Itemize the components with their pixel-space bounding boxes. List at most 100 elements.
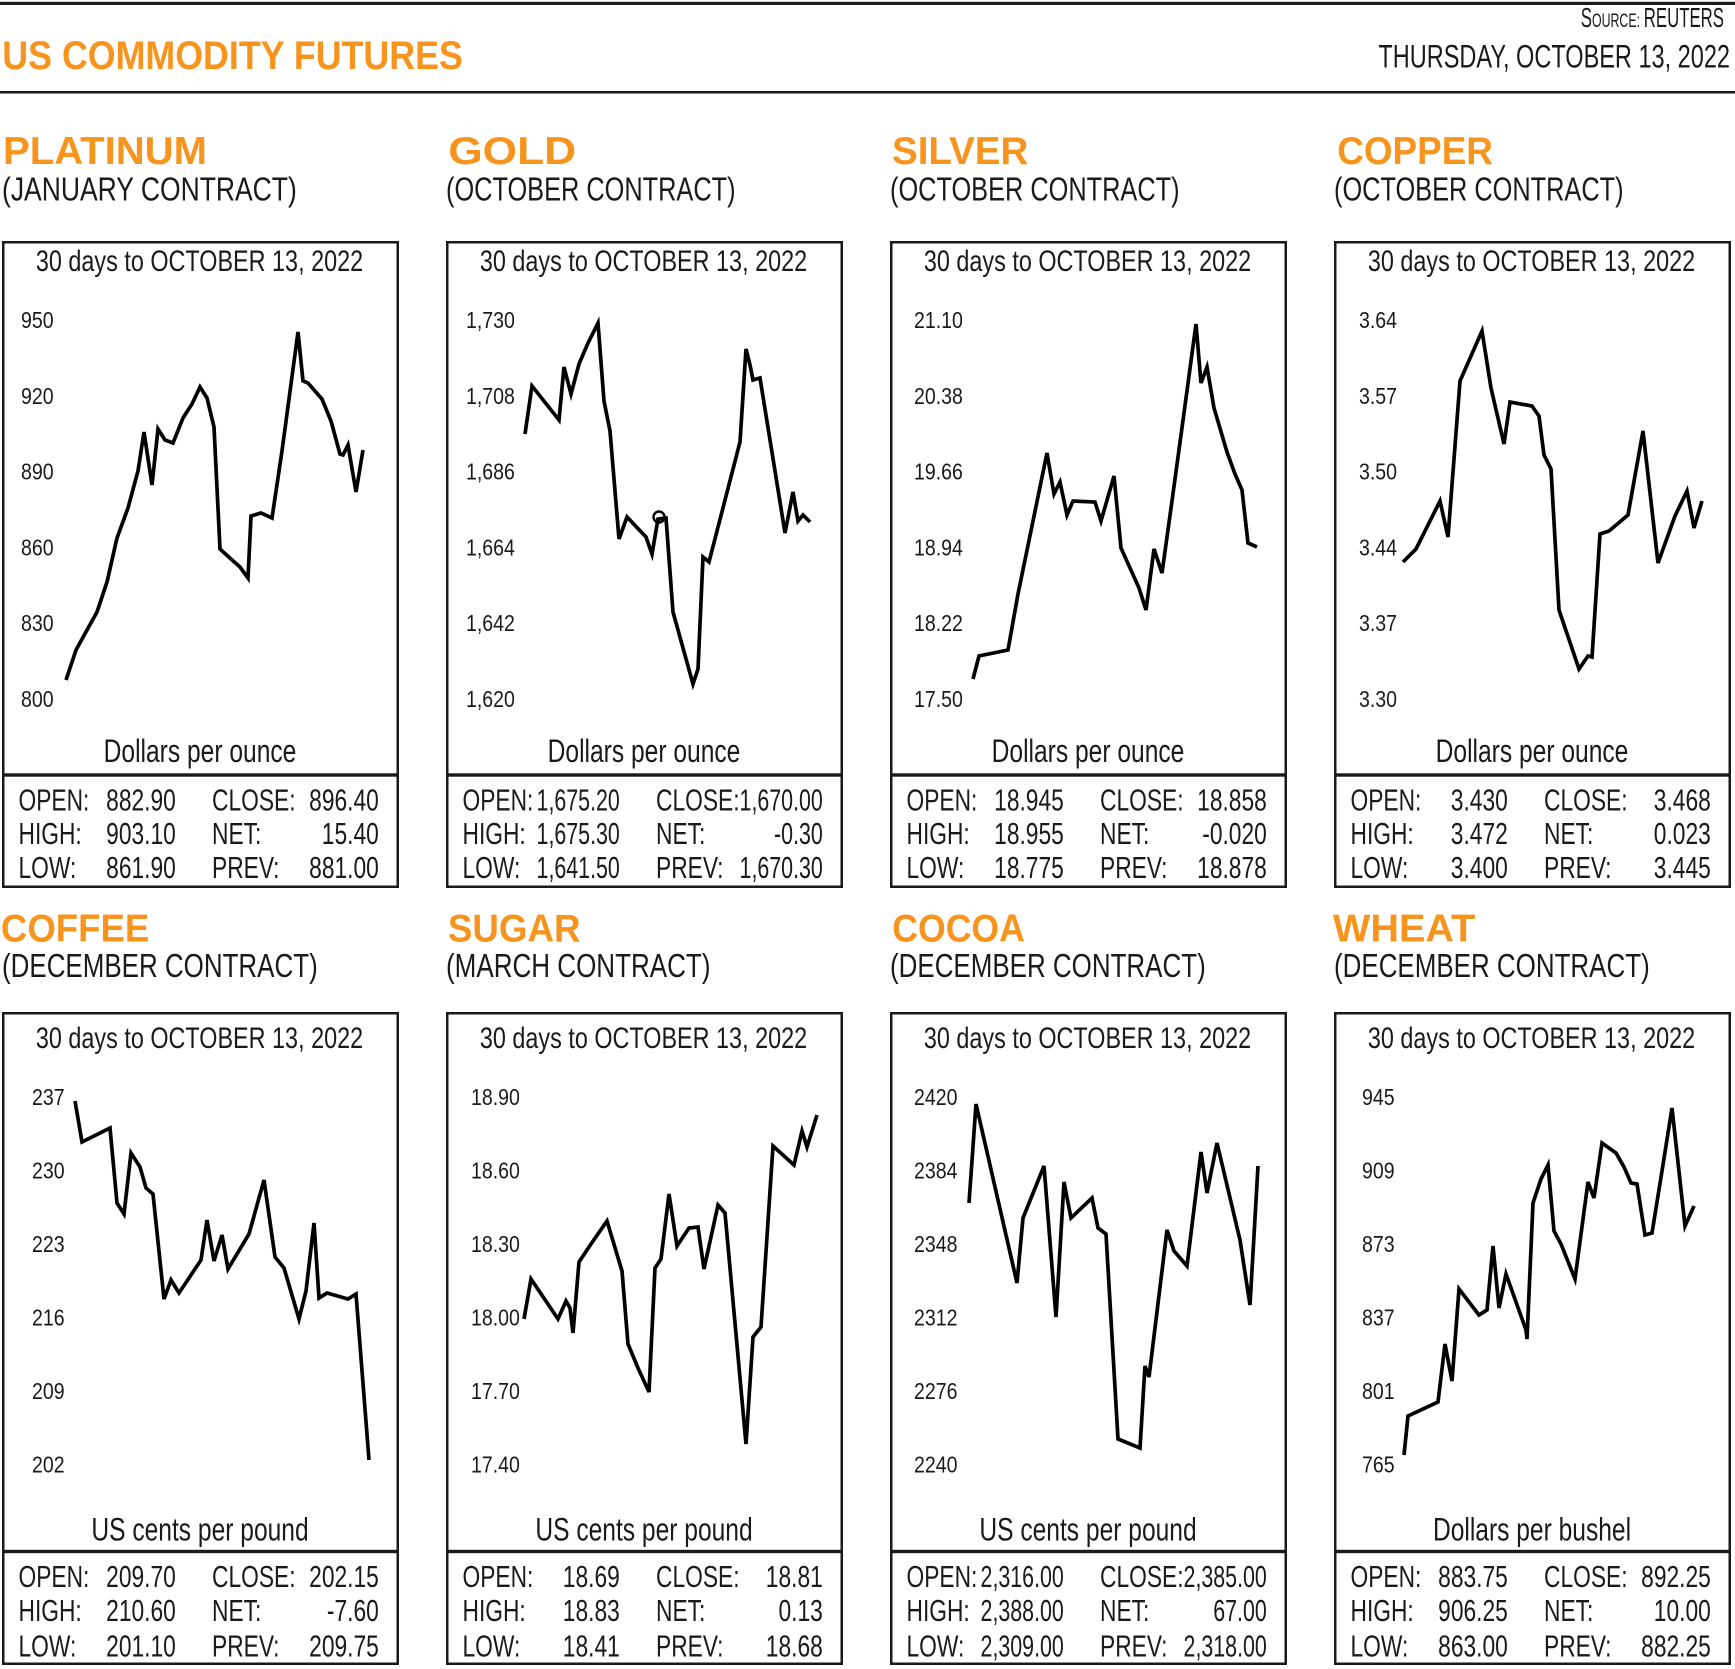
svg-text:17.50: 17.50 [914, 685, 963, 712]
svg-text:0.13: 0.13 [778, 1593, 822, 1628]
svg-text:3.472: 3.472 [1451, 816, 1508, 851]
svg-text:209: 209 [32, 1377, 65, 1404]
svg-text:863.00: 863.00 [1438, 1628, 1508, 1663]
svg-text:67.00: 67.00 [1213, 1593, 1267, 1628]
svg-text:2,385.00: 2,385.00 [1184, 1559, 1267, 1594]
svg-text:US COMMODITY FUTURES: US COMMODITY FUTURES [2, 34, 463, 78]
svg-text:PREV:: PREV: [656, 1628, 724, 1663]
svg-text:CLOSE:: CLOSE: [1544, 1559, 1628, 1594]
svg-text:LOW:: LOW: [1351, 850, 1409, 885]
svg-text:2,309.00: 2,309.00 [981, 1628, 1064, 1663]
svg-text:950: 950 [21, 306, 54, 333]
svg-text:OPEN:: OPEN: [907, 782, 978, 817]
svg-text:(DECEMBER CONTRACT): (DECEMBER CONTRACT) [890, 948, 1206, 985]
svg-text:10.00: 10.00 [1654, 1593, 1711, 1628]
svg-text:201.10: 201.10 [106, 1628, 176, 1663]
svg-text:30 days to OCTOBER 13, 2022: 30 days to OCTOBER 13, 2022 [924, 244, 1251, 277]
svg-text:US cents per pound: US cents per pound [979, 1512, 1196, 1548]
svg-text:LOW:: LOW: [463, 1628, 521, 1663]
svg-text:CLOSE:: CLOSE: [1100, 1559, 1184, 1594]
svg-text:NET:: NET: [1544, 816, 1593, 851]
svg-text:209.75: 209.75 [309, 1628, 379, 1663]
svg-text:18.69: 18.69 [563, 1559, 620, 1594]
svg-text:15.40: 15.40 [322, 816, 379, 851]
svg-text:0.023: 0.023 [1654, 816, 1711, 851]
svg-text:3.57: 3.57 [1359, 382, 1397, 409]
svg-text:3.50: 3.50 [1359, 458, 1397, 485]
svg-text:800: 800 [21, 685, 54, 712]
svg-text:WHEAT: WHEAT [1333, 908, 1476, 950]
svg-text:Dollars per bushel: Dollars per bushel [1433, 1512, 1631, 1548]
svg-text:216: 216 [32, 1304, 65, 1331]
svg-text:1,675.20: 1,675.20 [537, 783, 620, 818]
svg-text:Dollars per ounce: Dollars per ounce [992, 734, 1185, 770]
svg-text:18.81: 18.81 [766, 1559, 823, 1594]
svg-text:21.10: 21.10 [914, 306, 963, 333]
svg-text:892.25: 892.25 [1641, 1559, 1711, 1594]
svg-text:3.468: 3.468 [1654, 782, 1711, 817]
svg-text:GOLD: GOLD [448, 129, 576, 173]
svg-text:2348: 2348 [914, 1230, 957, 1257]
svg-text:NET:: NET: [656, 1593, 705, 1628]
svg-text:1,670.30: 1,670.30 [740, 850, 823, 885]
svg-text:30 days to OCTOBER 13, 2022: 30 days to OCTOBER 13, 2022 [1368, 244, 1695, 277]
svg-text:Dollars per ounce: Dollars per ounce [1436, 734, 1629, 770]
svg-text:(DECEMBER CONTRACT): (DECEMBER CONTRACT) [2, 948, 318, 985]
svg-text:HIGH:: HIGH: [19, 1593, 82, 1628]
svg-text:2240: 2240 [914, 1451, 957, 1478]
svg-text:PREV:: PREV: [1544, 850, 1612, 885]
svg-text:HIGH:: HIGH: [19, 816, 82, 851]
svg-text:OPEN:: OPEN: [1351, 1559, 1422, 1594]
svg-text:LOW:: LOW: [19, 1628, 77, 1663]
svg-text:881.00: 881.00 [309, 850, 379, 885]
svg-text:CLOSE:: CLOSE: [656, 1559, 740, 1594]
svg-text:2,318.00: 2,318.00 [1184, 1628, 1267, 1663]
svg-text:LOW:: LOW: [1351, 1628, 1409, 1663]
svg-text:NET:: NET: [212, 1593, 261, 1628]
svg-text:17.70: 17.70 [471, 1377, 520, 1404]
svg-text:237: 237 [32, 1083, 65, 1110]
svg-text:209.70: 209.70 [106, 1559, 176, 1594]
svg-text:860: 860 [21, 534, 54, 561]
svg-text:OPEN:: OPEN: [19, 782, 90, 817]
svg-text:18.90: 18.90 [471, 1083, 520, 1110]
svg-text:1,620: 1,620 [466, 685, 515, 712]
svg-text:OPEN:: OPEN: [463, 1559, 534, 1594]
svg-text:OURCE:: OURCE: [1592, 10, 1640, 32]
svg-text:882.90: 882.90 [106, 782, 176, 817]
svg-text:3.445: 3.445 [1654, 850, 1711, 885]
svg-text:(DECEMBER CONTRACT): (DECEMBER CONTRACT) [1334, 948, 1650, 985]
svg-text:18.22: 18.22 [914, 609, 963, 636]
svg-text:NET:: NET: [1544, 1593, 1593, 1628]
svg-text:CLOSE:: CLOSE: [212, 782, 296, 817]
svg-text:890: 890 [21, 458, 54, 485]
svg-text:883.75: 883.75 [1438, 1559, 1508, 1594]
svg-text:1,641.50: 1,641.50 [537, 850, 620, 885]
svg-text:2384: 2384 [914, 1157, 957, 1184]
svg-text:903.10: 903.10 [106, 816, 176, 851]
svg-text:210.60: 210.60 [106, 1593, 176, 1628]
svg-text:COFFEE: COFFEE [1, 907, 149, 950]
svg-text:CLOSE:: CLOSE: [656, 782, 740, 817]
svg-text:HIGH:: HIGH: [463, 1593, 526, 1628]
svg-text:US cents per pound: US cents per pound [535, 1512, 752, 1548]
svg-text:765: 765 [1362, 1451, 1395, 1478]
svg-text:1,686: 1,686 [466, 458, 515, 485]
svg-text:882.25: 882.25 [1641, 1628, 1711, 1663]
svg-text:PREV:: PREV: [1100, 1628, 1168, 1663]
svg-text:(OCTOBER CONTRACT): (OCTOBER CONTRACT) [890, 171, 1180, 208]
svg-text:30 days to OCTOBER 13, 2022: 30 days to OCTOBER 13, 2022 [36, 1021, 363, 1054]
svg-text:Dollars per ounce: Dollars per ounce [548, 734, 741, 770]
svg-text:18.60: 18.60 [471, 1157, 520, 1184]
svg-text:SUGAR: SUGAR [448, 907, 581, 950]
svg-text:30 days to OCTOBER 13, 2022: 30 days to OCTOBER 13, 2022 [36, 244, 363, 277]
svg-text:2420: 2420 [914, 1083, 957, 1110]
svg-text:Dollars per ounce: Dollars per ounce [104, 734, 297, 770]
svg-text:PREV:: PREV: [1100, 850, 1168, 885]
svg-text:COPPER: COPPER [1337, 129, 1493, 172]
svg-text:20.38: 20.38 [914, 382, 963, 409]
svg-text:OPEN:: OPEN: [463, 782, 534, 817]
svg-text:18.68: 18.68 [766, 1628, 823, 1663]
svg-text:HIGH:: HIGH: [907, 816, 970, 851]
svg-text:HIGH:: HIGH: [907, 1593, 970, 1628]
